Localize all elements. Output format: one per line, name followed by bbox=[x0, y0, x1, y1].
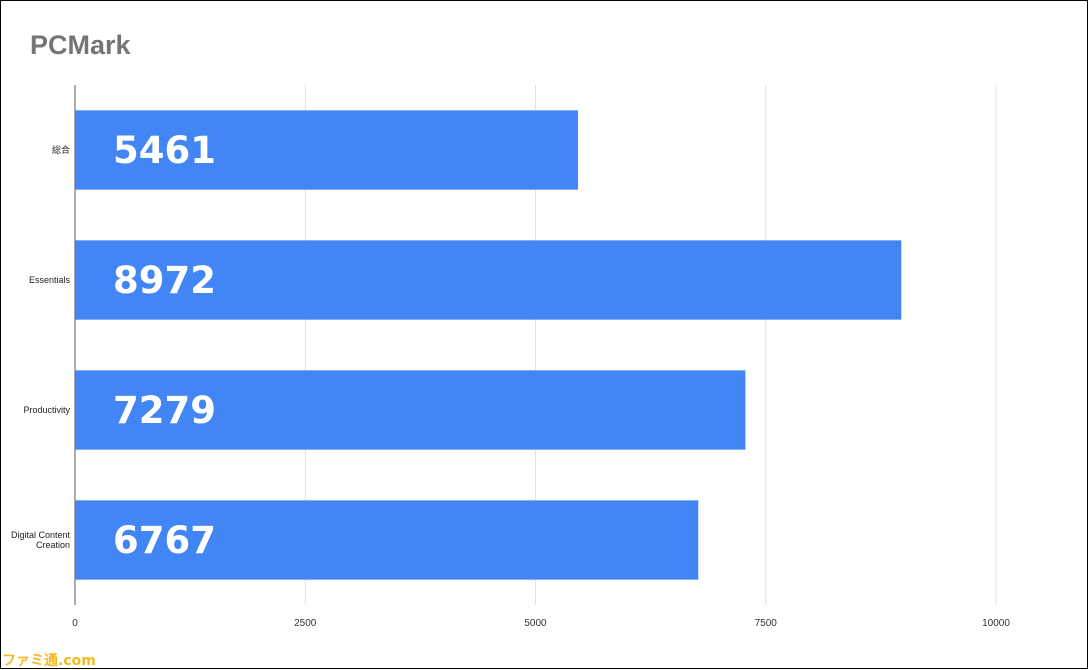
x-tick-label: 10000 bbox=[982, 618, 1010, 629]
chart-title: PCMark bbox=[30, 30, 131, 60]
bars: 5461 8972 7279 6767 bbox=[75, 110, 902, 580]
bar-0 bbox=[75, 110, 578, 190]
x-tick-label: 2500 bbox=[294, 618, 317, 629]
bar-2 bbox=[75, 370, 746, 450]
x-tick-label: 5000 bbox=[524, 618, 547, 629]
bar-1 bbox=[75, 240, 902, 320]
data-label: 6767 bbox=[113, 519, 216, 562]
bar-3 bbox=[75, 500, 699, 580]
data-label: 7279 bbox=[113, 389, 216, 432]
x-tick-label: 0 bbox=[72, 618, 78, 629]
category-label: Digital Content Creation bbox=[11, 530, 71, 550]
data-label: 5461 bbox=[113, 129, 216, 172]
axes: 0 2500 5000 7500 10000 総合 Essentials Productivi… bbox=[11, 85, 1010, 629]
category-label: Productivity bbox=[23, 405, 70, 415]
watermark-logo: ファミ通.com bbox=[2, 653, 96, 669]
x-tick-label: 7500 bbox=[755, 618, 778, 629]
category-label: 総合 bbox=[52, 144, 70, 155]
data-label: 8972 bbox=[113, 259, 216, 302]
category-label: Essentials bbox=[29, 275, 71, 285]
